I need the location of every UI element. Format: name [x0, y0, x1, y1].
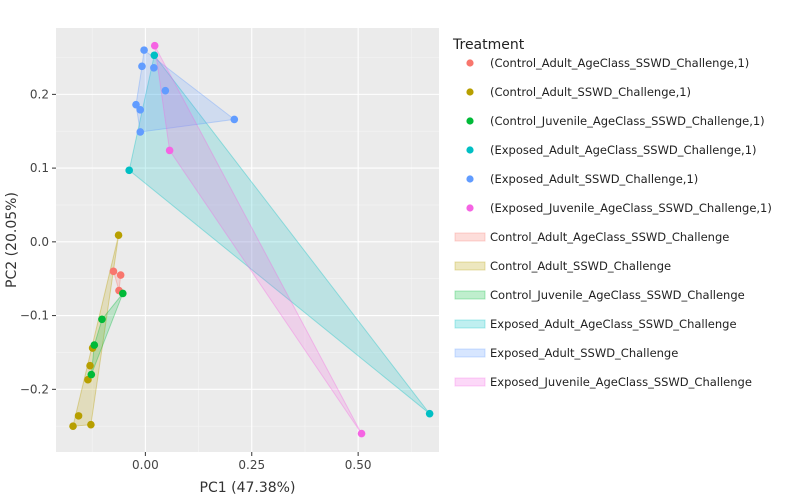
legend-label: (Exposed_Adult_SSWD_Challenge,1) — [490, 172, 698, 186]
legend-label: (Control_Juvenile_AgeClass_SSWD_Challeng… — [490, 114, 765, 128]
data-point[interactable] — [132, 100, 140, 109]
data-point[interactable] — [165, 146, 174, 155]
data-point[interactable] — [150, 64, 158, 72]
plot-background — [56, 28, 439, 452]
legend-label: (Exposed_Juvenile_AgeClass_SSWD_Challeng… — [490, 201, 772, 215]
legend-item-point[interactable]: (Exposed_Juvenile_AgeClass_SSWD_Challeng… — [466, 201, 772, 215]
legend-hull-swatch — [454, 377, 486, 387]
legend-label: Control_Adult_AgeClass_SSWD_Challenge — [490, 230, 729, 244]
data-point[interactable] — [87, 420, 95, 429]
legend-label: (Control_Adult_AgeClass_SSWD_Challenge,1… — [490, 56, 749, 70]
x-tick-label: 0.00 — [132, 458, 159, 472]
legend-hull-swatch — [454, 319, 486, 329]
data-point[interactable] — [136, 128, 145, 136]
legend-item-point[interactable]: (Exposed_Adult_AgeClass_SSWD_Challenge,1… — [466, 143, 757, 157]
y-tick-label: 0.0 — [30, 235, 49, 249]
legend-item-point[interactable]: (Exposed_Adult_SSWD_Challenge,1) — [466, 172, 698, 186]
legend-hull-swatch — [454, 290, 486, 300]
data-point[interactable] — [109, 267, 118, 276]
legend[interactable]: (Control_Adult_AgeClass_SSWD_Challenge,1… — [454, 56, 772, 389]
legend-item-hull[interactable]: Exposed_Juvenile_AgeClass_SSWD_Challenge — [454, 375, 752, 389]
legend-hull-swatch — [454, 348, 486, 358]
legend-title: Treatment — [452, 37, 525, 53]
legend-label: (Control_Adult_SSWD_Challenge,1) — [490, 85, 691, 99]
data-point[interactable] — [90, 341, 99, 349]
legend-item-point[interactable]: (Control_Juvenile_AgeClass_SSWD_Challeng… — [466, 114, 765, 128]
legend-hull-swatch — [454, 232, 486, 242]
legend-label: Exposed_Juvenile_AgeClass_SSWD_Challenge — [490, 375, 752, 389]
legend-item-hull[interactable]: Exposed_Adult_SSWD_Challenge — [454, 346, 678, 360]
data-point[interactable] — [74, 412, 83, 420]
data-point[interactable] — [150, 41, 159, 50]
legend-label: Exposed_Adult_SSWD_Challenge — [490, 346, 678, 360]
gridlines-minor — [56, 28, 439, 452]
x-axis-ticks: 0.00 0.25 0.50 — [132, 452, 372, 472]
legend-point-marker — [466, 175, 474, 183]
data-point[interactable] — [140, 46, 148, 54]
data-point[interactable] — [150, 51, 159, 60]
x-tick-label: 0.50 — [345, 458, 372, 472]
data-point[interactable] — [98, 315, 106, 324]
data-point[interactable] — [114, 231, 123, 240]
legend-label: Exposed_Adult_AgeClass_SSWD_Challenge — [490, 317, 737, 331]
legend-point-marker — [466, 117, 474, 125]
legend-hull-swatch — [454, 261, 486, 271]
points-layer — [69, 41, 434, 438]
y-tick-label: −0.2 — [20, 382, 49, 396]
y-tick-label: −0.1 — [20, 309, 49, 323]
gridlines-major — [56, 28, 439, 452]
x-tick-label: 0.25 — [238, 458, 265, 472]
data-point[interactable] — [161, 86, 170, 95]
legend-point-marker — [466, 204, 474, 212]
data-point[interactable] — [136, 106, 145, 114]
legend-item-hull[interactable]: Control_Adult_SSWD_Challenge — [454, 259, 671, 273]
data-point[interactable] — [86, 361, 94, 370]
legend-label: (Exposed_Adult_AgeClass_SSWD_Challenge,1… — [490, 143, 757, 157]
data-point[interactable] — [138, 62, 146, 71]
legend-label: Control_Adult_SSWD_Challenge — [490, 259, 671, 273]
data-point[interactable] — [116, 271, 125, 279]
data-point[interactable] — [125, 166, 133, 175]
y-tick-label: 0.2 — [30, 87, 49, 101]
data-point[interactable] — [69, 422, 77, 430]
y-tick-label: 0.1 — [30, 161, 49, 175]
legend-point-marker — [466, 146, 474, 154]
y-axis-ticks: −0.2 −0.1 0.0 0.1 0.2 — [20, 87, 56, 396]
data-point[interactable] — [119, 289, 127, 298]
data-point[interactable] — [230, 115, 239, 124]
x-axis-title: PC1 (47.38%) — [200, 480, 296, 494]
legend-item-hull[interactable]: Control_Juvenile_AgeClass_SSWD_Challenge — [454, 288, 745, 302]
y-axis-title: PC2 (20.05%) — [4, 192, 20, 288]
data-point[interactable] — [425, 409, 434, 418]
legend-item-point[interactable]: (Control_Adult_AgeClass_SSWD_Challenge,1… — [466, 56, 749, 70]
legend-label: Control_Juvenile_AgeClass_SSWD_Challenge — [490, 288, 745, 302]
hull-polygon — [154, 45, 362, 434]
data-point[interactable] — [87, 370, 96, 379]
legend-point-marker — [466, 59, 474, 67]
legend-item-hull[interactable]: Exposed_Adult_AgeClass_SSWD_Challenge — [454, 317, 737, 331]
legend-point-marker — [466, 88, 474, 96]
legend-item-hull[interactable]: Control_Adult_AgeClass_SSWD_Challenge — [454, 230, 729, 244]
data-point[interactable] — [357, 429, 366, 438]
legend-item-point[interactable]: (Control_Adult_SSWD_Challenge,1) — [466, 85, 691, 99]
